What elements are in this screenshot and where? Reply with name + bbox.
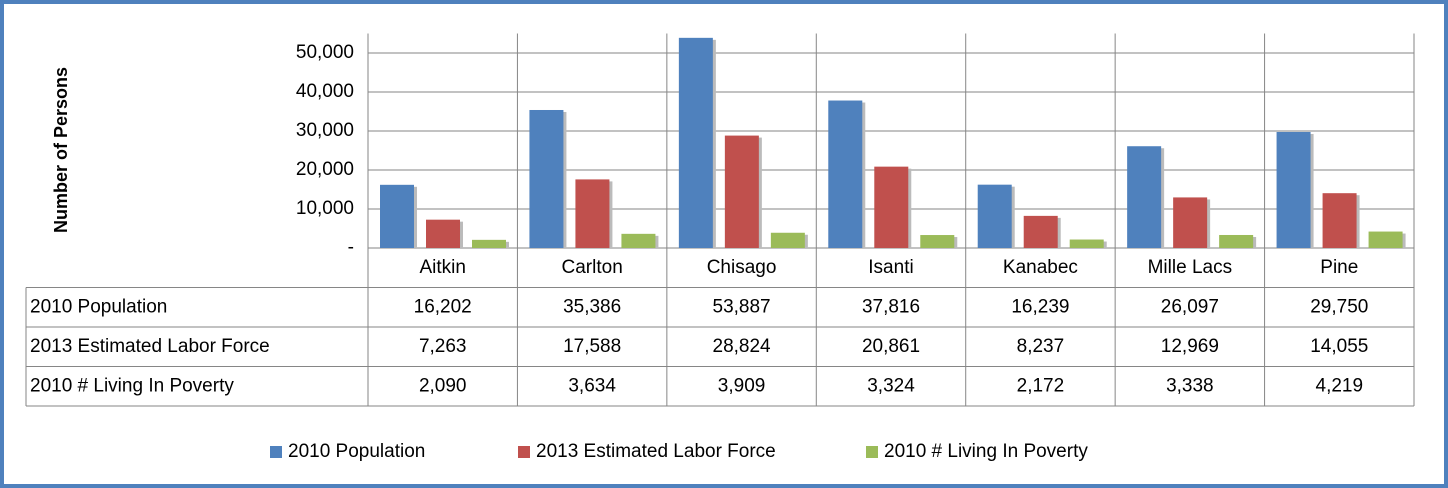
legend-label: 2013 Estimated Labor Force [536,441,776,462]
bar [1173,197,1208,248]
legend-label: 2010 Population [288,441,425,462]
bar [770,232,805,248]
table-row-label: 2010 # Living In Poverty [30,375,234,396]
y-axis-title: Number of Persons [51,67,71,233]
table-cell: 14,055 [1310,336,1368,357]
table-cell: 20,861 [862,336,920,357]
legend-swatch [866,446,878,458]
y-tick-label: 20,000 [296,159,354,180]
x-tick-label: Carlton [562,257,623,278]
table-cell: 7,263 [419,336,467,357]
bar [1322,193,1357,248]
y-tick-label: 10,000 [296,198,354,219]
x-tick-label: Chisago [707,257,777,278]
table-cell: 16,239 [1011,296,1069,317]
legend-label: 2010 # Living In Poverty [884,441,1088,462]
bar [678,37,713,248]
bar [724,135,759,248]
bar [472,239,506,248]
table-cell: 26,097 [1161,296,1219,317]
bar [977,184,1012,248]
legend-swatch [270,446,282,458]
y-tick-label: 30,000 [296,120,354,141]
table-cell: 16,202 [414,296,472,317]
x-tick-label: Kanabec [1003,257,1078,278]
bar [575,179,610,248]
bar [1069,239,1104,248]
bar [621,233,656,248]
legend-swatch [518,446,530,458]
table-cell: 37,816 [862,296,920,317]
table-cell: 35,386 [563,296,621,317]
table-cell: 17,588 [563,336,621,357]
table-cell: 8,237 [1017,336,1065,357]
table-cell: 3,324 [867,375,915,396]
table-cell: 3,634 [568,375,616,396]
table-cell: 3,338 [1166,375,1214,396]
bar [426,219,460,248]
bar [1276,131,1311,248]
bar [828,100,863,248]
bar [1219,234,1254,248]
table-row-label: 2010 Population [30,296,167,317]
table-cell: 12,969 [1161,336,1219,357]
bar [1127,146,1162,248]
bar [380,184,414,248]
table-cell: 3,909 [718,375,766,396]
x-tick-label: Isanti [868,257,913,278]
bar [1368,231,1403,248]
table-cell: 28,824 [713,336,772,357]
table-cell: 2,172 [1017,375,1065,396]
table-row-label: 2013 Estimated Labor Force [30,336,270,357]
x-tick-label: Aitkin [419,257,465,278]
bar [1023,215,1058,248]
table-cell: 4,219 [1316,375,1364,396]
bar [529,109,564,248]
y-tick-label: - [348,237,354,258]
bar [920,235,955,248]
x-tick-label: Pine [1320,257,1358,278]
table-cell: 53,887 [713,296,771,317]
bar [874,166,909,248]
y-tick-label: 40,000 [296,81,354,102]
table-cell: 29,750 [1310,296,1368,317]
table-cell: 2,090 [419,375,467,396]
x-tick-label: Mille Lacs [1148,257,1232,278]
y-tick-label: 50,000 [296,42,354,63]
